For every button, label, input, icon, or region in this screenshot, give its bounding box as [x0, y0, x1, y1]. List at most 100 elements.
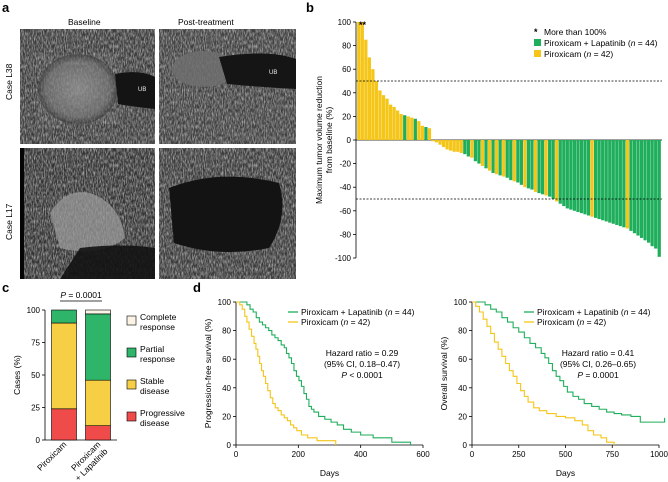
x-tick-label: 0	[234, 450, 239, 459]
y-tick-label: 40	[222, 384, 231, 393]
ultrasound-l38-baseline: UB	[20, 29, 155, 144]
x-tick-label: 750	[606, 450, 620, 459]
waterfall-bar	[654, 140, 658, 249]
svg-text:UB: UB	[269, 70, 277, 76]
y-axis-label: Maximum tumor volume reductionfrom basel…	[314, 76, 334, 204]
waterfall-bar	[374, 81, 379, 140]
waterfall-bar	[392, 106, 396, 140]
waterfall-bar	[452, 140, 456, 152]
legend-label: Progressive	[140, 408, 185, 418]
legend-label-combo: Piroxicam + Lapatinib (n = 44)	[537, 307, 651, 317]
legend-label-pirox: Piroxicam (n = 42)	[301, 317, 370, 327]
waterfall-bar	[484, 140, 488, 169]
legend-swatch	[126, 347, 137, 358]
x-axis-label: Days	[556, 468, 575, 478]
waterfall-bar	[367, 57, 371, 140]
waterfall-bar	[558, 140, 562, 204]
waterfall-bar	[406, 116, 410, 140]
waterfall-bar	[463, 140, 467, 155]
y-tick-label: 80	[222, 327, 231, 336]
waterfall-bar	[622, 140, 626, 228]
stacked-bar-segment	[85, 425, 111, 441]
legend-label-combo: Piroxicam + Lapatinib (n = 44)	[301, 307, 415, 317]
waterfall-bar	[519, 140, 523, 185]
waterfall-bar	[530, 140, 534, 190]
over-100-annotation: **	[359, 20, 367, 30]
waterfall-bar	[590, 140, 594, 217]
waterfall-bar	[565, 140, 569, 209]
ultrasound-l17-baseline	[20, 148, 155, 279]
waterfall-bar	[583, 140, 587, 215]
ultrasound-l17-post	[159, 148, 296, 279]
y-tick-label: 100	[454, 298, 468, 307]
waterfall-bar	[473, 140, 478, 162]
panel-letter-a: a	[2, 0, 10, 15]
waterfall-bar	[491, 140, 495, 174]
p-value-label: P = 0.0001	[60, 290, 102, 300]
waterfall-bar	[410, 117, 414, 140]
legend-label: response	[140, 354, 175, 364]
y-tick-label: -100	[335, 254, 352, 263]
stacked-bar-segment	[51, 408, 77, 441]
waterfall-bar	[434, 140, 439, 143]
stacked-bar-segment	[85, 313, 111, 381]
waterfall-bar	[562, 140, 566, 207]
waterfall-bar	[431, 140, 435, 142]
waterfall-bar	[647, 140, 651, 243]
waterfall-bar	[381, 95, 386, 140]
hazard-ratio-stat: P < 0.0001	[341, 370, 383, 380]
waterfall-bar	[441, 140, 446, 148]
y-tick-label: 40	[458, 384, 467, 393]
row-label-case-l17: Case L17	[4, 203, 14, 240]
hazard-ratio-stat: (95% CI, 0.26–0.65)	[560, 359, 636, 369]
x-tick-label: 200	[292, 450, 306, 459]
y-tick-label: -60	[339, 207, 351, 216]
waterfall-bar	[615, 140, 619, 225]
waterfall-bar	[413, 118, 417, 140]
waterfall-bar	[540, 140, 545, 195]
waterfall-bar	[593, 140, 598, 218]
km-curve-pirox	[236, 301, 337, 445]
panel-letter-c: c	[2, 280, 10, 295]
waterfall-bar	[420, 125, 425, 140]
legend-label-pirox: Piroxicam (n = 42)	[537, 317, 606, 327]
waterfall-bar	[632, 140, 637, 234]
waterfall-bar	[516, 140, 520, 183]
stacked-bar-segment	[85, 309, 111, 315]
waterfall-bar	[477, 140, 481, 164]
waterfall-bar	[533, 140, 538, 192]
panel-letter-d: d	[193, 280, 201, 295]
waterfall-bar	[548, 140, 552, 197]
legend-label: Stable	[140, 376, 164, 386]
y-tick-label: 0	[227, 441, 232, 450]
waterfall-bar	[502, 140, 506, 177]
y-tick-label: 20	[342, 112, 351, 121]
legend-swatch-combo	[534, 39, 541, 46]
y-tick-label: 0	[347, 136, 352, 145]
y-tick-label: 75	[31, 339, 40, 348]
y-tick-label: 60	[458, 355, 467, 364]
stacked-bar-segment	[51, 309, 77, 324]
waterfall-bar	[403, 115, 407, 140]
x-tick-label: 0	[470, 450, 475, 459]
waterfall-bar	[544, 140, 548, 196]
waterfall-bar	[357, 22, 361, 140]
waterfall-bar	[629, 140, 633, 231]
waterfall-bar	[586, 140, 591, 216]
pfs-chart: 0 20 40 60 80 100 0 200 400 600 Days Progression-fr…	[203, 298, 430, 478]
waterfall-bar	[388, 104, 393, 140]
y-tick-label: 0	[36, 436, 41, 445]
y-tick-label: -40	[339, 183, 351, 192]
waterfall-bar	[385, 98, 389, 140]
waterfall-bar	[371, 69, 375, 140]
x-tick-label: 250	[512, 450, 526, 459]
legend-label: disease	[140, 418, 170, 428]
waterfall-bar	[445, 140, 449, 150]
legend-label-over-100: More than 100%	[544, 27, 607, 37]
y-tick-label: 80	[342, 42, 351, 51]
waterfall-bar	[417, 121, 421, 140]
waterfall-bar	[487, 140, 492, 171]
legend-symbol-star: *	[534, 27, 538, 37]
waterfall-bar	[378, 90, 382, 140]
y-tick-label: 60	[342, 65, 351, 74]
